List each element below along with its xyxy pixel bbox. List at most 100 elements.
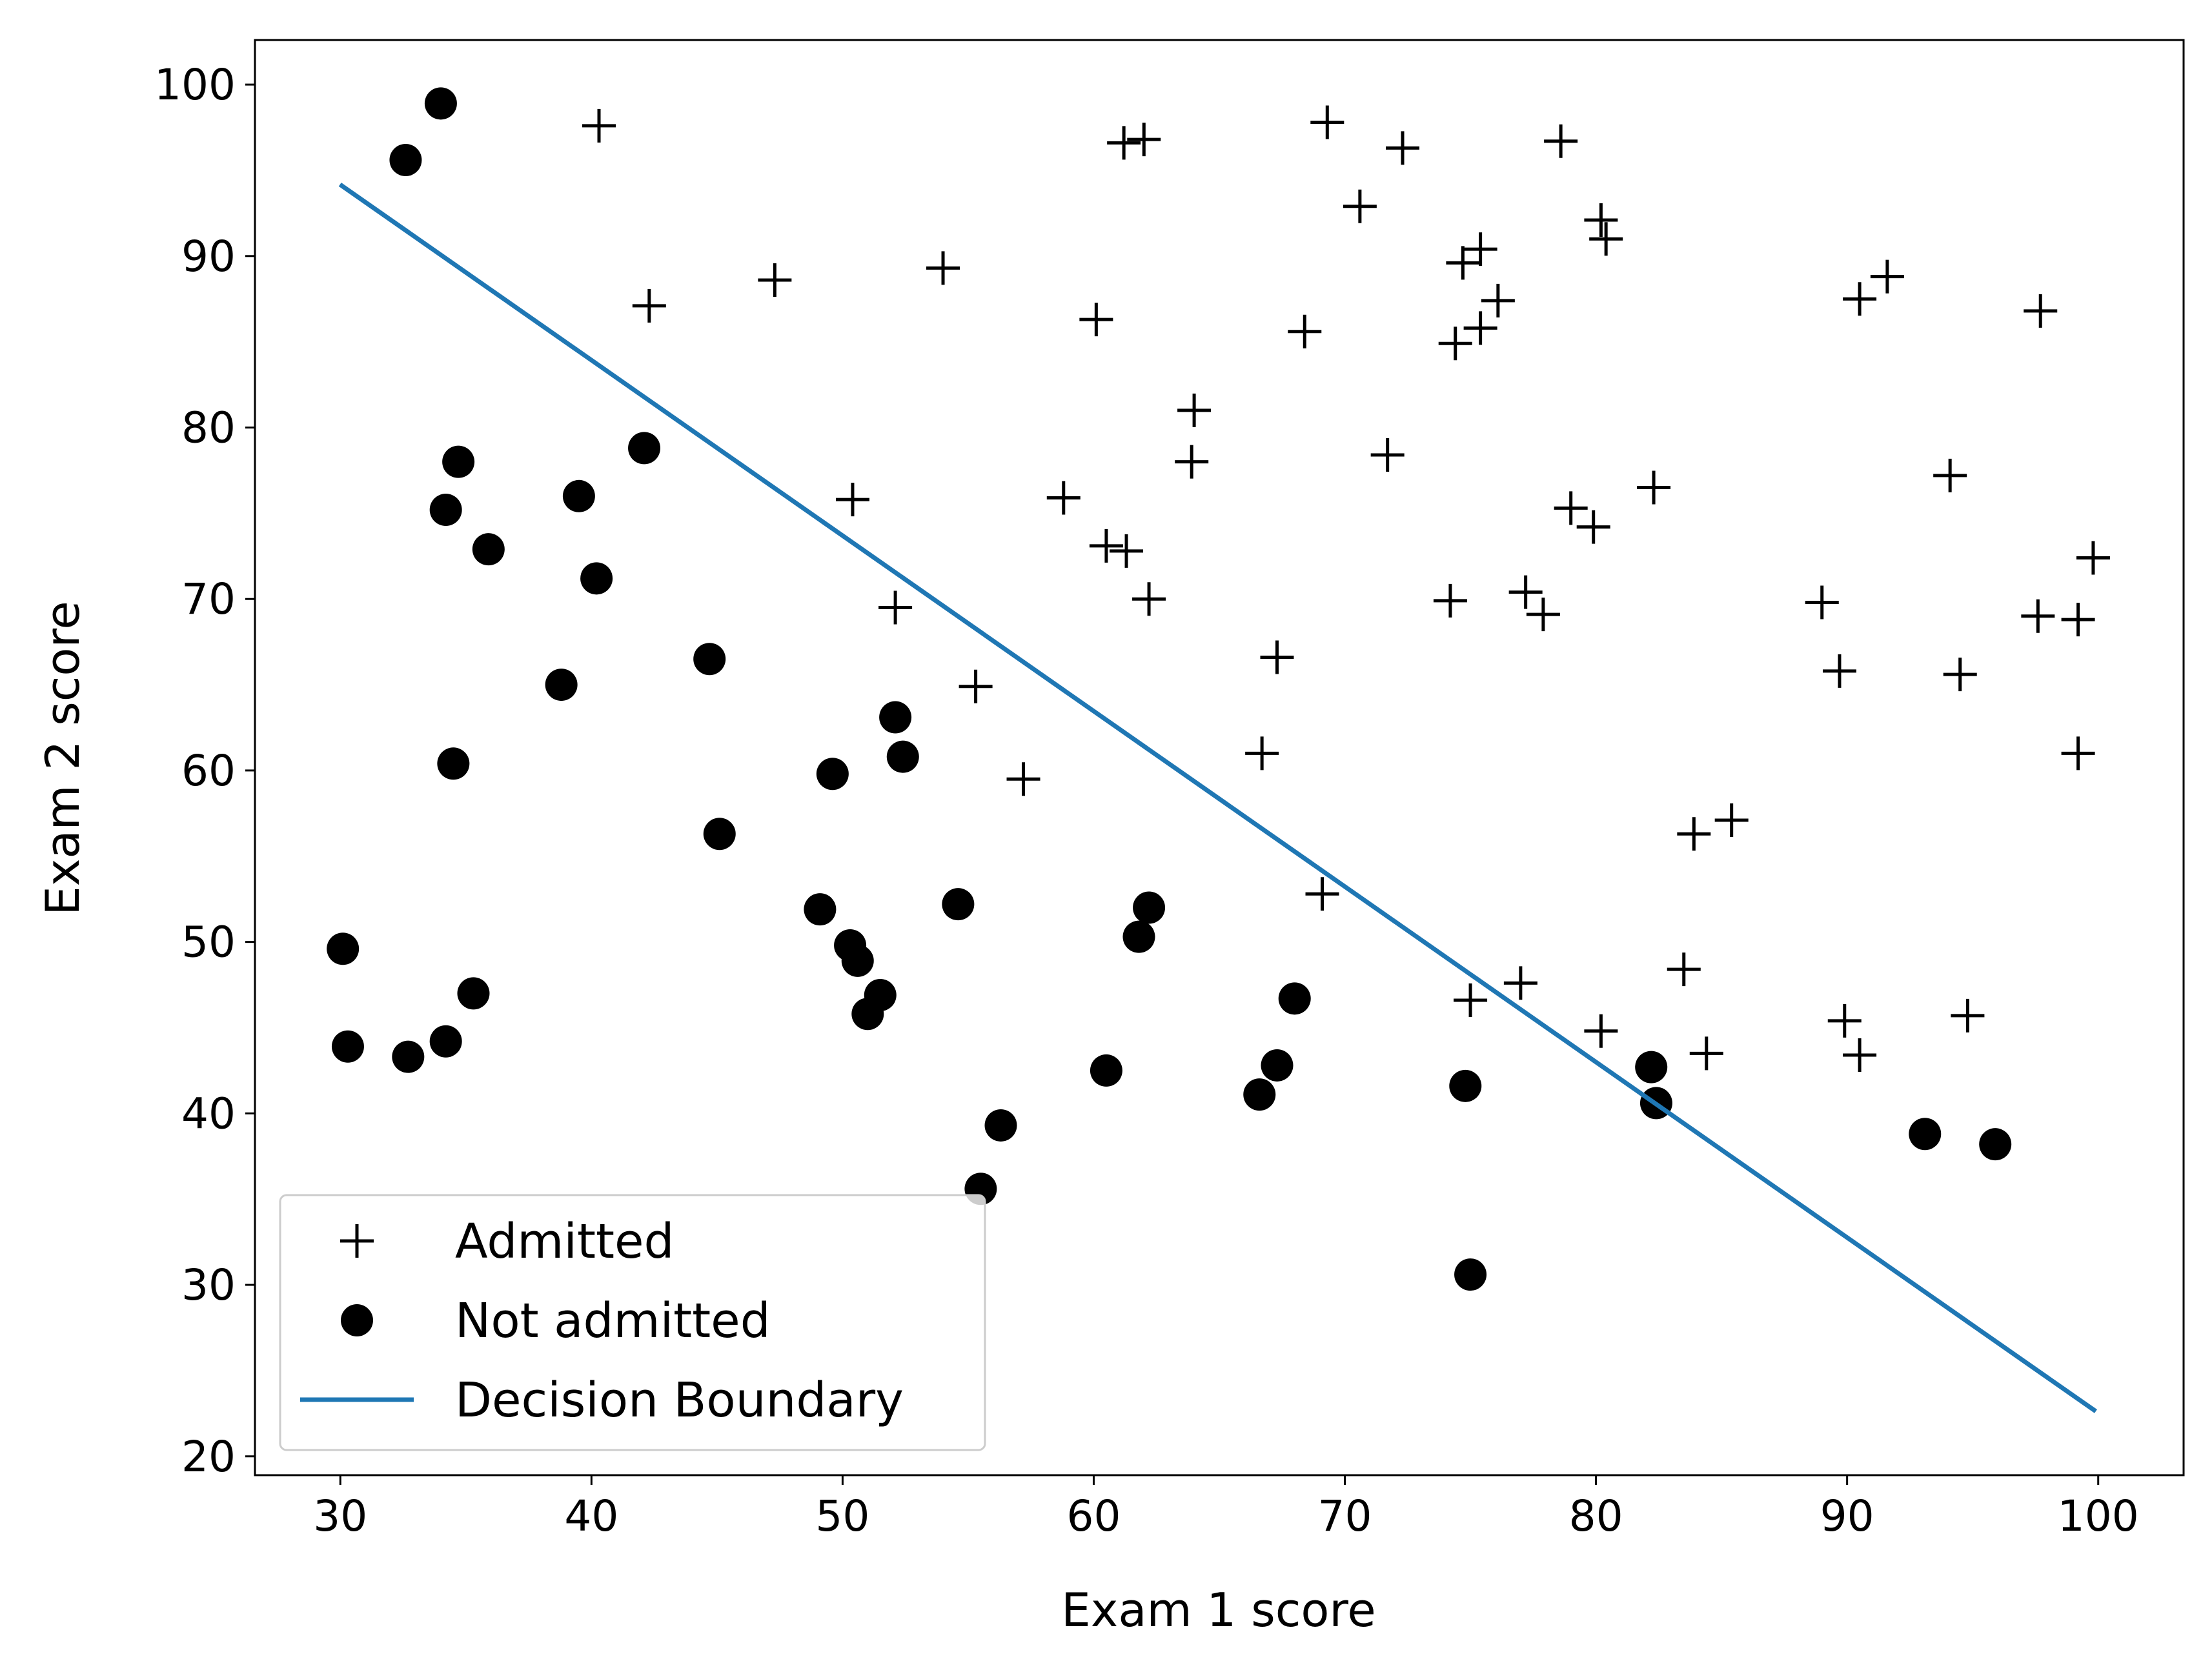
admitted-point bbox=[2076, 541, 2110, 575]
not-admitted-point bbox=[472, 533, 505, 566]
not-admitted-point bbox=[389, 143, 422, 176]
admitted-point bbox=[1508, 575, 1543, 609]
not-admitted-point bbox=[1454, 1258, 1487, 1291]
legend-admitted-marker bbox=[340, 1224, 374, 1258]
admitted-point bbox=[2061, 736, 2095, 771]
admitted-point bbox=[1589, 222, 1623, 256]
not-admitted-point bbox=[1133, 891, 1166, 924]
not-admitted-point bbox=[562, 479, 595, 512]
admitted-point bbox=[1310, 105, 1344, 139]
admitted-point bbox=[1463, 232, 1497, 267]
admitted-point bbox=[1714, 803, 1749, 837]
admitted-point bbox=[1933, 458, 1967, 492]
not-admitted-point bbox=[1122, 920, 1155, 953]
not-admitted-point bbox=[984, 1109, 1017, 1142]
x-tick-label: 90 bbox=[1820, 1491, 1874, 1541]
admitted-point bbox=[1110, 534, 1144, 568]
not-admitted-point bbox=[816, 758, 849, 791]
admitted-point bbox=[1386, 131, 1420, 165]
admitted-point bbox=[878, 590, 913, 625]
admitted-point bbox=[1637, 470, 1671, 505]
not-admitted-point bbox=[545, 669, 578, 701]
x-tick-label: 100 bbox=[2058, 1491, 2139, 1541]
admitted-point bbox=[1584, 203, 1618, 237]
admitted-point bbox=[1446, 246, 1480, 280]
y-tick-label: 70 bbox=[181, 574, 236, 624]
admitted-point bbox=[1526, 598, 1560, 632]
admitted-point bbox=[959, 669, 993, 703]
x-tick-label: 80 bbox=[1569, 1491, 1623, 1541]
not-admitted-point bbox=[886, 740, 919, 773]
axes: 30 40 50 60 70 80 90 100 20 30 40 50 60 70 80 90 100 bbox=[154, 39, 2185, 1541]
not-admitted-point bbox=[392, 1040, 425, 1073]
not-admitted-point bbox=[1909, 1118, 1942, 1151]
y-axis-title: Exam 2 score bbox=[36, 601, 90, 915]
not-admitted-point bbox=[942, 888, 975, 921]
admitted-point bbox=[1260, 640, 1294, 674]
y-tick-label: 20 bbox=[181, 1432, 236, 1482]
admitted-point bbox=[1503, 966, 1537, 1000]
not-admitted-point bbox=[1979, 1128, 2012, 1161]
y-tick-label: 50 bbox=[181, 918, 236, 967]
not-admitted-point bbox=[327, 932, 360, 965]
admitted-point bbox=[1107, 126, 1141, 160]
not-admitted-point bbox=[693, 643, 726, 676]
not-admitted-point bbox=[437, 747, 470, 780]
admitted-point bbox=[582, 108, 616, 143]
not-admitted-point bbox=[804, 893, 837, 926]
not-admitted-point bbox=[580, 562, 613, 595]
not-admitted-point bbox=[841, 944, 874, 977]
not-admitted-point bbox=[628, 432, 661, 465]
admitted-point bbox=[1006, 762, 1040, 796]
x-tick-label: 40 bbox=[564, 1491, 618, 1541]
admitted-point bbox=[1843, 282, 1877, 316]
not-admitted-point bbox=[703, 818, 736, 851]
admitted-point bbox=[1463, 311, 1497, 345]
admitted-point bbox=[835, 483, 869, 517]
admitted-point bbox=[632, 288, 666, 323]
admitted-point bbox=[1689, 1036, 1723, 1071]
plot-area bbox=[327, 87, 2110, 1413]
not-admitted-point bbox=[1090, 1054, 1122, 1087]
admitted-point bbox=[926, 251, 960, 285]
admitted-point bbox=[1079, 303, 1113, 337]
admitted-point bbox=[1454, 983, 1488, 1017]
admitted-point bbox=[1089, 529, 1123, 563]
x-axis-title: Exam 1 score bbox=[1061, 1583, 1375, 1637]
legend-box bbox=[279, 1194, 986, 1451]
not-admitted-point bbox=[1278, 982, 1311, 1015]
admitted-point bbox=[2021, 599, 2055, 633]
admitted-point bbox=[1822, 654, 1856, 688]
plot-frame bbox=[254, 39, 2185, 1476]
not-admitted-point bbox=[1449, 1069, 1482, 1102]
admitted-point bbox=[1870, 259, 1904, 294]
admitted-point bbox=[1177, 393, 1212, 427]
y-tick-label: 90 bbox=[181, 232, 236, 281]
admitted-point bbox=[1584, 1014, 1618, 1048]
admitted-point bbox=[1175, 445, 1209, 479]
y-tick-label: 60 bbox=[181, 746, 236, 796]
admitted-point bbox=[1951, 998, 1985, 1032]
legend: Admitted Not admitted Decision Boundary bbox=[279, 1194, 986, 1451]
admitted-point bbox=[1576, 510, 1610, 544]
admitted-point bbox=[1343, 189, 1377, 223]
y-tick-label: 80 bbox=[181, 403, 236, 453]
not-admitted-point bbox=[851, 998, 884, 1031]
legend-label: Decision Boundary bbox=[455, 1373, 904, 1428]
not-admitted-point bbox=[1243, 1078, 1276, 1111]
not-admitted-point bbox=[1261, 1049, 1294, 1082]
admitted-point bbox=[1481, 283, 1515, 317]
admitted-point bbox=[1438, 327, 1472, 361]
admitted-point bbox=[1827, 1003, 1862, 1038]
not-admitted-point bbox=[1635, 1051, 1668, 1083]
x-tick-label: 60 bbox=[1066, 1491, 1121, 1541]
not-admitted-point bbox=[879, 701, 912, 734]
y-tick-label: 40 bbox=[181, 1089, 236, 1138]
not-admitted-point bbox=[429, 494, 462, 527]
admitted-point bbox=[1046, 481, 1081, 515]
legend-label: Admitted bbox=[455, 1214, 674, 1269]
admitted-point bbox=[1843, 1038, 1877, 1073]
not-admitted-point bbox=[331, 1030, 364, 1063]
admitted-point bbox=[1544, 124, 1578, 158]
